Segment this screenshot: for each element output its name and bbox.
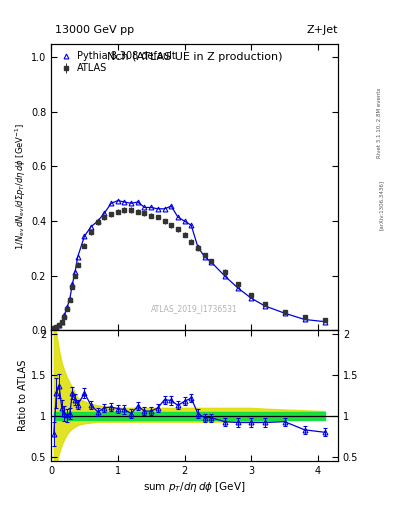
Text: Z+Jet: Z+Jet bbox=[307, 25, 338, 35]
Pythia 8.308 default bbox=[116, 198, 120, 204]
Text: Nch (ATLAS UE in Z production): Nch (ATLAS UE in Z production) bbox=[107, 52, 282, 62]
Pythia 8.308 default bbox=[68, 296, 72, 302]
Pythia 8.308 default bbox=[209, 259, 213, 265]
Legend: Pythia 8.308 default, ATLAS: Pythia 8.308 default, ATLAS bbox=[56, 48, 179, 76]
Pythia 8.308 default bbox=[162, 206, 167, 212]
Pythia 8.308 default bbox=[235, 285, 240, 291]
Pythia 8.308 default bbox=[70, 281, 75, 287]
Pythia 8.308 default bbox=[65, 304, 70, 310]
Pythia 8.308 default bbox=[249, 295, 253, 301]
Pythia 8.308 default bbox=[222, 273, 227, 279]
Pythia 8.308 default bbox=[262, 303, 267, 309]
Pythia 8.308 default bbox=[169, 203, 174, 209]
Pythia 8.308 default bbox=[122, 199, 127, 205]
Pythia 8.308 default bbox=[156, 206, 160, 212]
Pythia 8.308 default bbox=[302, 316, 307, 323]
Pythia 8.308 default bbox=[176, 214, 180, 220]
Pythia 8.308 default bbox=[142, 204, 147, 210]
Pythia 8.308 default bbox=[182, 218, 187, 224]
Pythia 8.308 default bbox=[95, 218, 100, 224]
Pythia 8.308 default bbox=[136, 199, 140, 205]
X-axis label: sum $p_T/d\eta\,d\phi$ [GeV]: sum $p_T/d\eta\,d\phi$ [GeV] bbox=[143, 480, 246, 494]
Pythia 8.308 default bbox=[202, 253, 207, 260]
Pythia 8.308 default bbox=[129, 200, 134, 206]
Pythia 8.308 default bbox=[102, 210, 107, 216]
Pythia 8.308 default bbox=[89, 224, 94, 230]
Pythia 8.308 default bbox=[109, 200, 114, 206]
Pythia 8.308 default bbox=[82, 233, 87, 239]
Pythia 8.308 default bbox=[59, 319, 64, 325]
Text: Rivet 3.1.10, 2.8M events: Rivet 3.1.10, 2.8M events bbox=[377, 88, 382, 158]
Y-axis label: Ratio to ATLAS: Ratio to ATLAS bbox=[18, 360, 28, 431]
Pythia 8.308 default bbox=[189, 222, 194, 228]
Pythia 8.308 default bbox=[62, 312, 67, 318]
Line: Pythia 8.308 default: Pythia 8.308 default bbox=[51, 198, 327, 331]
Pythia 8.308 default bbox=[149, 204, 154, 210]
Y-axis label: $1/N_\mathregular{ev}\,dN_\mathregular{ev}/d\Sigma p_T/d\eta\,d\phi$ [GeV$^{-1}$: $1/N_\mathregular{ev}\,dN_\mathregular{e… bbox=[14, 123, 28, 250]
Pythia 8.308 default bbox=[322, 318, 327, 325]
Text: 13000 GeV pp: 13000 GeV pp bbox=[55, 25, 134, 35]
Pythia 8.308 default bbox=[51, 326, 56, 332]
Pythia 8.308 default bbox=[195, 244, 200, 250]
Pythia 8.308 default bbox=[57, 323, 61, 329]
Pythia 8.308 default bbox=[75, 253, 80, 260]
Pythia 8.308 default bbox=[54, 324, 59, 330]
Text: [arXiv:1306.3436]: [arXiv:1306.3436] bbox=[379, 180, 384, 230]
Text: ATLAS_2019_I1736531: ATLAS_2019_I1736531 bbox=[151, 304, 238, 313]
Pythia 8.308 default bbox=[73, 269, 77, 275]
Pythia 8.308 default bbox=[282, 310, 287, 316]
